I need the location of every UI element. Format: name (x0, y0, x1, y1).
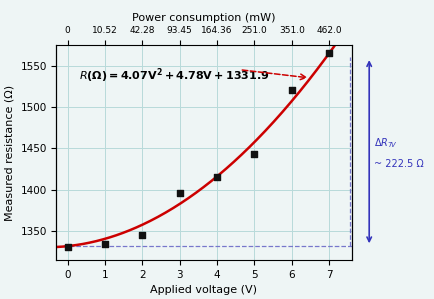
Text: $\mathbf{\mathit{R}(\Omega) = 4.07V^2 + 4.78V +1331.9}$: $\mathbf{\mathit{R}(\Omega) = 4.07V^2 + … (79, 66, 270, 85)
X-axis label: Power consumption (mW): Power consumption (mW) (132, 13, 276, 22)
Point (176, 191, 183, 196)
X-axis label: Applied voltage (V): Applied voltage (V) (151, 286, 257, 295)
Point (288, 88, 295, 93)
Point (139, 233, 146, 238)
Text: ~ 222.5 Ω: ~ 222.5 Ω (374, 159, 423, 169)
Point (214, 175, 220, 180)
Point (64, 245, 71, 249)
Point (102, 241, 108, 246)
Point (251, 152, 258, 157)
Point (326, 51, 332, 56)
Text: $\Delta R_{7V}$: $\Delta R_{7V}$ (374, 136, 397, 150)
Y-axis label: Measured resistance (Ω): Measured resistance (Ω) (5, 84, 15, 221)
